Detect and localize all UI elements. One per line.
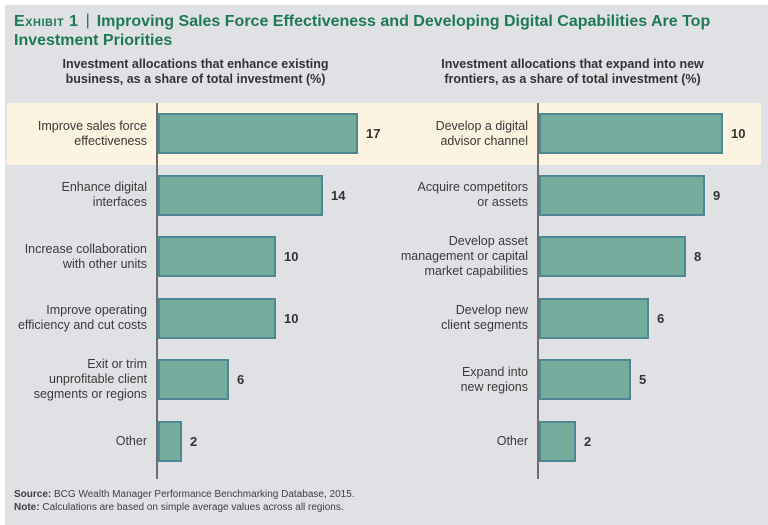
bar xyxy=(158,174,323,216)
exhibit-divider: | xyxy=(85,12,90,29)
exhibit-label: Exhibit 1 xyxy=(14,13,79,30)
bar-row: Acquire competitors or assets 9 xyxy=(384,165,761,227)
bar-area: 2 xyxy=(537,420,592,462)
bar-row: Develop asset management or capital mark… xyxy=(384,226,761,288)
source-line: Source: BCG Wealth Manager Performance B… xyxy=(14,488,355,501)
row-label: Acquire competitors or assets xyxy=(417,180,528,210)
bar-area: 10 xyxy=(156,236,299,278)
bar-value: 6 xyxy=(237,372,245,388)
row-label: Increase collaboration with other units xyxy=(24,241,147,271)
right-axis-line xyxy=(537,103,539,479)
bar-value: 17 xyxy=(366,126,381,142)
bar-value: 9 xyxy=(713,187,721,203)
bar-row: Expand into new regions 5 xyxy=(384,349,761,411)
bar-value: 2 xyxy=(190,433,198,449)
row-label: Enhance digital interfaces xyxy=(61,180,147,210)
note-text: Calculations are based on simple average… xyxy=(39,502,344,513)
bar xyxy=(158,236,276,278)
bar-area: 6 xyxy=(156,359,245,401)
row-label: Develop asset management or capital mark… xyxy=(400,234,528,279)
bar-area: 2 xyxy=(156,420,198,462)
chart-headers: Investment allocations that enhance exis… xyxy=(7,57,761,88)
bar-row: Other 2 xyxy=(384,411,761,473)
bar-value: 2 xyxy=(584,433,592,449)
bar-value: 6 xyxy=(657,310,665,326)
bar-value: 10 xyxy=(731,126,746,142)
bar-area: 10 xyxy=(537,113,746,155)
bar xyxy=(158,359,229,401)
chart-new-frontiers: Develop a digital advisor channel 10 Acq… xyxy=(384,103,761,479)
row-label: Improve operating efficiency and cut cos… xyxy=(17,303,147,333)
row-label: Develop a digital advisor channel xyxy=(435,118,528,148)
bar-value: 10 xyxy=(284,310,299,326)
charts-area: Improve sales force effectiveness 17 Enh… xyxy=(7,103,761,479)
exhibit-title: Exhibit 1 | Improving Sales Force Effectiv… xyxy=(14,12,760,50)
row-label: Other xyxy=(115,433,147,448)
bar xyxy=(539,174,705,216)
bar xyxy=(158,297,276,339)
bar-area: 10 xyxy=(156,297,299,339)
bar-row: Enhance digital interfaces 14 xyxy=(7,165,384,227)
bar-area: 6 xyxy=(537,297,665,339)
page-title: Improving Sales Force Effectiveness and … xyxy=(14,13,711,49)
row-label: Develop new client segments xyxy=(441,303,528,333)
bar xyxy=(539,420,576,462)
source-label: Source: xyxy=(14,489,52,500)
bar-value: 10 xyxy=(284,249,299,265)
left-axis-line xyxy=(156,103,158,479)
row-label: Expand into new regions xyxy=(460,364,528,394)
bar xyxy=(539,359,631,401)
chart-header-left: Investment allocations that enhance exis… xyxy=(7,57,384,88)
bar-area: 14 xyxy=(156,174,346,216)
bar xyxy=(158,420,182,462)
bar-area: 9 xyxy=(537,174,721,216)
bar-row: Develop new client segments 6 xyxy=(384,288,761,350)
exhibit-canvas: Exhibit 1 | Improving Sales Force Effectiv… xyxy=(5,5,768,525)
bar-area: 17 xyxy=(156,113,381,155)
footer: Source: BCG Wealth Manager Performance B… xyxy=(14,488,355,514)
bar-area: 5 xyxy=(537,359,647,401)
bar-area: 8 xyxy=(537,236,702,278)
chart-title-existing-business: Investment allocations that enhance exis… xyxy=(62,57,329,86)
bar-value: 8 xyxy=(694,249,702,265)
row-label: Other xyxy=(496,433,528,448)
bar-row: Improve operating efficiency and cut cos… xyxy=(7,288,384,350)
bar xyxy=(539,113,723,155)
bar xyxy=(539,297,649,339)
bar-row: Exit or trim unprofitable client segment… xyxy=(7,349,384,411)
bar-value: 14 xyxy=(331,187,346,203)
bar-row: Develop a digital advisor channel 10 xyxy=(384,103,761,165)
bar xyxy=(158,113,358,155)
note-label: Note: xyxy=(14,502,40,513)
source-text: BCG Wealth Manager Performance Benchmark… xyxy=(51,489,355,500)
chart-existing-business: Improve sales force effectiveness 17 Enh… xyxy=(7,103,384,479)
row-label: Improve sales force effectiveness xyxy=(37,118,147,148)
note-line: Note: Calculations are based on simple a… xyxy=(14,501,355,514)
chart-title-new-frontiers: Investment allocations that expand into … xyxy=(441,57,704,86)
bar-row: Increase collaboration with other units … xyxy=(7,226,384,288)
row-label: Exit or trim unprofitable client segment… xyxy=(33,357,147,402)
bar-row: Improve sales force effectiveness 17 xyxy=(7,103,384,165)
bar-row: Other 2 xyxy=(7,411,384,473)
bar xyxy=(539,236,686,278)
chart-header-right: Investment allocations that expand into … xyxy=(384,57,761,88)
bar-value: 5 xyxy=(639,372,647,388)
